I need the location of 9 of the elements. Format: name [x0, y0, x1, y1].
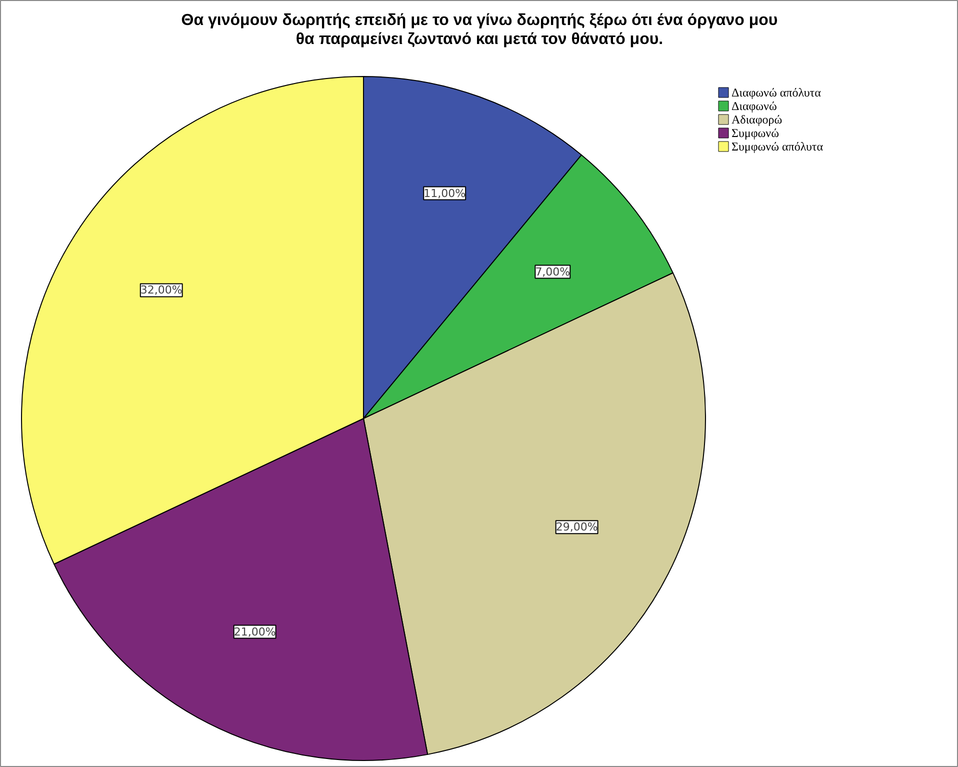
legend-label: Διαφωνώ [732, 99, 777, 113]
legend-label: Διαφωνώ απόλυτα [732, 86, 822, 100]
data-label: 32,00% [140, 284, 182, 297]
legend-label: Αδιαφορώ [732, 112, 782, 126]
data-label: 11,00% [424, 186, 466, 200]
data-label: 7,00% [535, 265, 570, 278]
chart-title: Θα γινόμουν δωρητής επειδή με το να γίνω δωρητής ξέρω ότι ένα όργανο μου θα παραμείνει ζωντανό και μετά τον θάνατό μου. [181, 12, 778, 48]
legend-label: Συμφωνώ [732, 126, 780, 140]
legend-label: Συμφωνώ απόλυτα [732, 140, 824, 154]
